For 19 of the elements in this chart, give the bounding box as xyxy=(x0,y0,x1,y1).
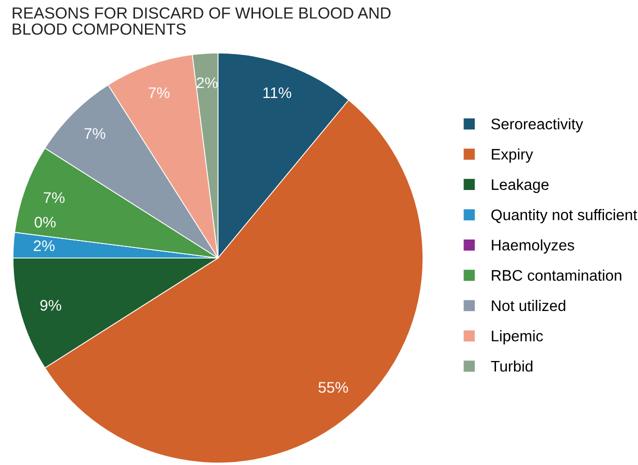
data-label: 9% xyxy=(40,300,62,311)
data-label: 7% xyxy=(148,87,170,98)
data-label: 7% xyxy=(44,192,65,204)
data-label: 2% xyxy=(34,240,55,252)
legend-label: RBC contamination xyxy=(492,270,622,281)
chart-title: REASONS FOR DISCARD OF WHOLE BLOOD AND BLOOD COMPONENTS xyxy=(12,7,391,35)
text: 0% xyxy=(34,216,56,228)
data-label: 11% xyxy=(263,87,292,98)
data-label: 7% xyxy=(84,128,106,139)
legend-label: Turbid xyxy=(490,360,532,372)
data-label: 55% xyxy=(318,382,348,393)
data-label: 2% xyxy=(196,77,218,88)
legend-label: Leakage xyxy=(492,178,549,194)
legend-label: Expiry xyxy=(492,148,534,163)
legend-label: Quantity not sufficient xyxy=(491,209,638,224)
legend-label: Seroreactivity xyxy=(491,118,584,132)
legend-label: Lipemic xyxy=(492,330,543,344)
legend-label: Not utilized xyxy=(492,300,566,312)
legend-label: Haemolyzes xyxy=(492,239,574,254)
